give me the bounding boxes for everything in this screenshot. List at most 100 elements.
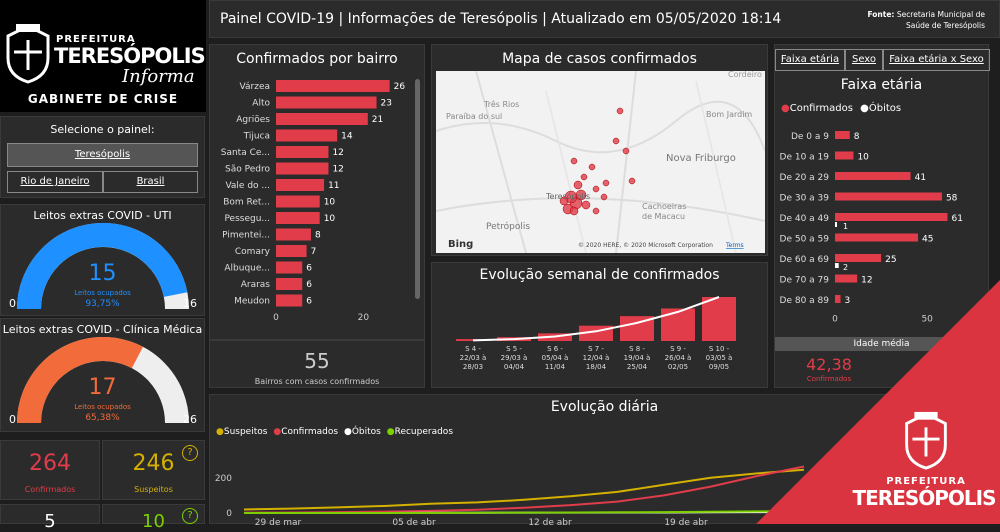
bairro-value-label: 26 [394, 82, 406, 92]
bairro-bar [276, 245, 307, 257]
bairro-category-label: Alto [252, 99, 270, 109]
legend-dot-icon: ● [343, 427, 352, 437]
uti-max: 16 [183, 297, 197, 310]
diaria-legend: ●Suspeitos ●Confirmados ●Óbitos ●Recuper… [216, 427, 453, 437]
city-crest-icon [6, 24, 50, 84]
bairro-bar [276, 179, 325, 191]
faixa-bar-confirmados [835, 213, 948, 221]
diaria-x-tick: 12 de abr [528, 518, 572, 527]
faixa-bar-confirmados [835, 172, 911, 180]
bairro-category-label: Vale do ... [225, 181, 270, 191]
case-cluster [559, 107, 636, 216]
map-terms-link[interactable]: Terms [725, 242, 744, 249]
clinica-value: 17 [88, 375, 117, 400]
uti-value: 15 [88, 261, 117, 286]
panel-faixa: Faixa etária Sexo Faixa etária x Sexo Fa… [774, 44, 990, 388]
tab-faixa-etaria[interactable]: Faixa etária [775, 49, 845, 71]
corner-banner [756, 280, 1000, 524]
help-icon[interactable]: ? [182, 445, 198, 461]
legend-recuperados: Recuperados [394, 427, 454, 437]
legend-obitos: Óbitos [868, 103, 902, 114]
legend-dot-icon: ● [781, 103, 790, 114]
tab-sexo[interactable]: Sexo [845, 49, 883, 71]
brand-gabinete: GABINETE DE CRISE [27, 92, 179, 106]
faixa-axis-tick: 50 [921, 315, 933, 325]
bairro-value-label: 21 [372, 115, 383, 125]
map-place-bom-jardim: Bom Jardim [706, 110, 752, 119]
source-line2: Saúde de Teresópolis [905, 21, 985, 30]
bairro-bar [276, 261, 303, 274]
bairro-axis-tick: 20 [358, 313, 370, 323]
panel-kpi-bottom-right: 10 ? [102, 504, 205, 532]
map-place-cordeiro: Cordeiro [728, 71, 762, 79]
faixa-category-label: De 40 a 49 [780, 214, 830, 224]
mapa-title: Mapa de casos confirmados [502, 51, 697, 67]
help-icon[interactable]: ? [182, 508, 198, 524]
brand-informa: Informa [122, 66, 195, 87]
kpi-suspeitos-value: 246 [132, 451, 175, 476]
bairro-category-label: Bom Ret... [223, 198, 270, 208]
bairro-value-label: 6 [306, 280, 312, 290]
diaria-line-recuperados [244, 510, 805, 514]
faixa-category-label: De 0 a 9 [791, 132, 829, 142]
map-place-cachoeiras: Cachoeiras [642, 202, 686, 211]
faixa-value-label: 8 [854, 132, 860, 142]
faixa-bar-confirmados [835, 254, 882, 262]
bairro-bar [276, 195, 320, 208]
legend-dot-icon: ● [216, 427, 224, 437]
brand-prefeitura: PREFEITURA [56, 34, 136, 45]
uti-sub: Leitos ocupados [74, 289, 131, 297]
map-canvas[interactable]: Cordeiro Três Rios Paraíba do sul Bom Ja… [436, 71, 765, 253]
map-place-macacu: de Macacu [642, 212, 685, 221]
brand-logo: PREFEITURA TERESÓPOLIS Informa GABINETE … [0, 0, 206, 112]
clinica-pct: 65,38% [85, 413, 120, 423]
bairro-chart: Várzea 26 Alto 23 Agriões 21 Tijuca 14 Santa Ce.… [221, 80, 406, 323]
bairro-category-label: Várzea [240, 82, 270, 92]
bairro-bar [276, 146, 329, 158]
faixa-value-label: 61 [951, 214, 962, 224]
faixa-category-label: De 60 a 69 [780, 255, 830, 265]
tab-faixa-sexo[interactable]: Faixa etária x Sexo [883, 49, 990, 71]
legend-dot-icon: ● [860, 103, 869, 114]
faixa-bar-confirmados [835, 295, 841, 303]
legend-suspeitos: Suspeitos [223, 427, 268, 437]
bairro-bar [276, 228, 311, 241]
bairro-axis-tick: 0 [273, 313, 279, 323]
diaria-x-tick: 05 de abr [392, 518, 436, 527]
legend-obitos: Óbitos [351, 427, 381, 437]
legend-dot-icon: ● [273, 427, 282, 437]
selector-teresopolis-button[interactable]: Teresópolis [7, 143, 198, 167]
selector-brasil-button[interactable]: Brasil [103, 171, 198, 193]
kpi-confirmados-value: 264 [29, 451, 71, 476]
bairro-value-label: 14 [341, 132, 353, 142]
bairro-bar [276, 212, 320, 224]
diaria-title: Evolução diária [550, 399, 659, 415]
bairro-bar [276, 113, 368, 125]
semanal-bar [661, 308, 695, 341]
bairro-value-label: 6 [306, 297, 312, 307]
source-note: Fonte: Secretaria Municipal de Saúde de … [867, 9, 985, 31]
panel-uti: Leitos extras COVID - UTI 15 Leitos ocup… [0, 204, 205, 316]
faixa-category-label: De 30 a 39 [780, 194, 830, 204]
faixa-value-label: 58 [946, 194, 958, 204]
map-place-tres-rios: Três Rios [483, 99, 519, 109]
clinica-gauge [17, 337, 189, 424]
bairro-count-value: 55 [304, 349, 330, 373]
kpi-bottom-left-value: 5 [44, 511, 56, 532]
bairro-category-label: Comary [235, 247, 271, 257]
bairro-value-label: 7 [311, 247, 317, 257]
selector-rio-button[interactable]: Rio de Janeiro [7, 171, 103, 193]
faixa-obitos-label: 2 [843, 263, 848, 272]
map-place-paraiba: Paraíba do sul [446, 112, 502, 121]
corner-prefeitura: PREFEITURA [886, 476, 966, 487]
bairro-category-label: Tijuca [243, 132, 270, 142]
bairro-category-label: São Pedro [225, 165, 270, 175]
faixa-title: Faixa etária [840, 77, 923, 93]
panel-kpi-confirmados: 264 Confirmados [0, 440, 100, 500]
bairro-bar [276, 129, 338, 142]
bairro-bar [276, 80, 390, 92]
bairro-scrollbar[interactable] [415, 79, 420, 299]
map-attribution: © 2020 HERE, © 2020 Microsoft Corporatio… [578, 242, 713, 249]
panel-selector: Selecione o painel: Teresópolis Rio de J… [0, 116, 205, 198]
map-place-nova-friburgo: Nova Friburgo [666, 153, 736, 164]
